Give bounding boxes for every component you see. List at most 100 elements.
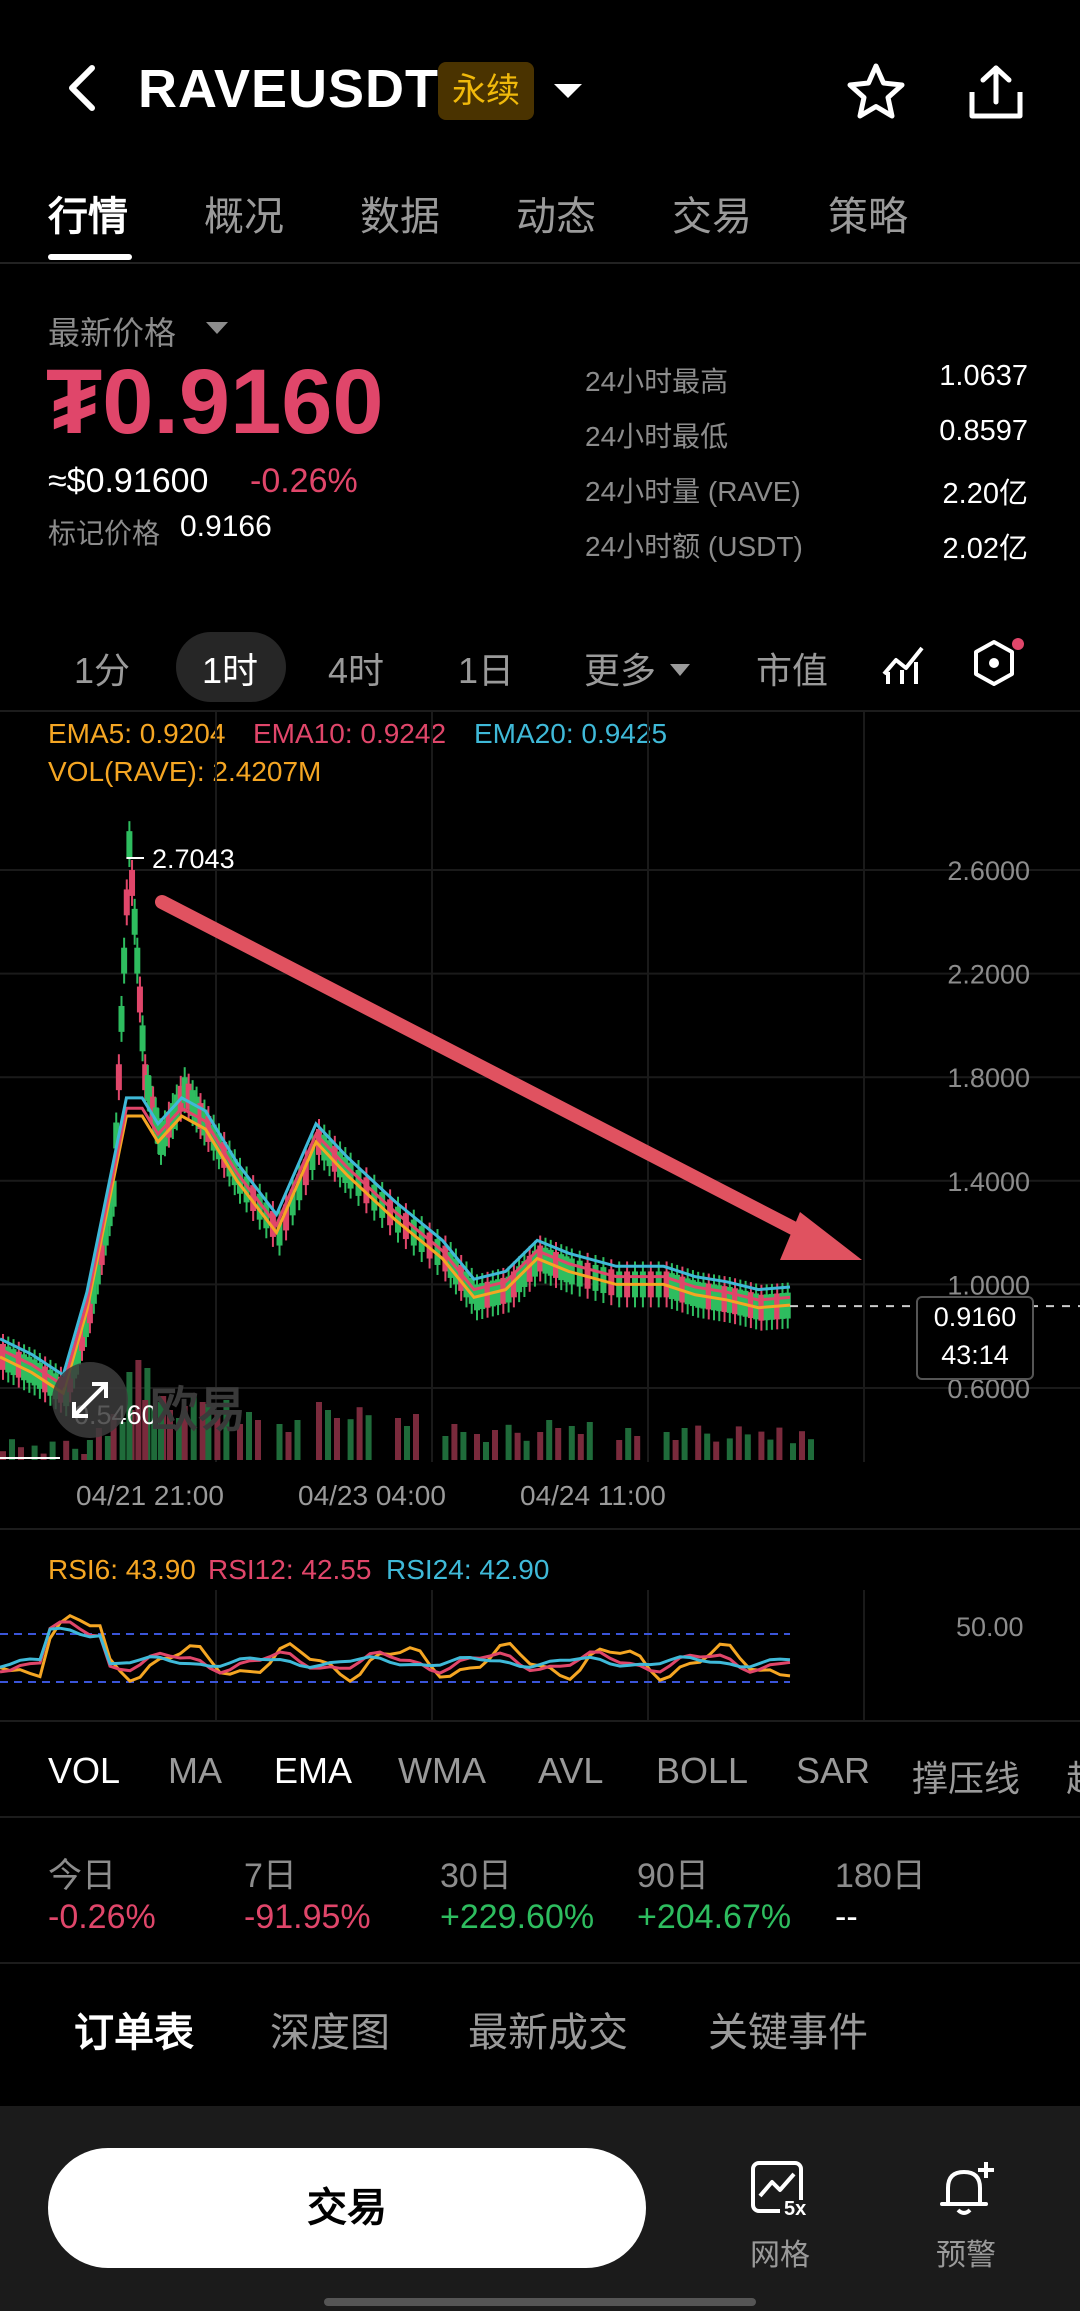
candle-body	[75, 1338, 82, 1365]
volume-bar	[616, 1440, 623, 1460]
volume-bar	[474, 1434, 480, 1460]
price-chart[interactable]: 2.60002.20001.80001.40001.00000.60002.70…	[0, 712, 1080, 1472]
volume-bar	[31, 1445, 38, 1460]
timeframe-1d[interactable]: 1日	[458, 650, 515, 691]
candle-body	[410, 1219, 417, 1246]
indicator-trend[interactable]: 趋	[1066, 1750, 1080, 1802]
timeframe-4h[interactable]: 4时	[328, 650, 385, 691]
symbol-title[interactable]: RAVEUSDT	[138, 59, 440, 119]
x-tick-label: 04/23 04:00	[298, 1480, 446, 1511]
candle-body	[276, 1219, 283, 1246]
y-tick-label: 1.0000	[947, 1270, 1030, 1300]
candle-body	[269, 1211, 276, 1237]
timeframe-1h[interactable]: 1时	[202, 650, 259, 691]
annotation-arrow-shaft	[155, 895, 827, 1249]
last-price-tag-value: 0.9160	[933, 1302, 1017, 1332]
more-dropdown-icon[interactable]	[670, 664, 690, 676]
candle-body	[110, 1180, 117, 1207]
indicator-sar[interactable]: SAR	[796, 1750, 871, 1791]
candle-body	[434, 1239, 441, 1265]
tab-overview[interactable]: 概况	[204, 195, 284, 239]
active-tab-indicator	[48, 254, 132, 260]
stat-low-label: 24小时最低	[585, 421, 729, 452]
timeframe-1m[interactable]: 1分	[74, 650, 131, 691]
candle-body	[289, 1189, 296, 1216]
back-icon[interactable]	[62, 62, 102, 114]
volume-bar	[356, 1407, 363, 1460]
perf-7d-label: 7日	[244, 1857, 297, 1895]
expand-icon	[72, 1382, 108, 1418]
timeframe-more[interactable]: 更多	[584, 650, 657, 691]
indicator-vol[interactable]: VOL	[48, 1750, 121, 1791]
volume-bar	[0, 1451, 6, 1460]
rsi-level-label: 50.00	[956, 1612, 1024, 1642]
tab-strategy[interactable]: 策略	[828, 195, 908, 239]
indicator-support-resistance[interactable]: 撑压线	[912, 1758, 1021, 1799]
trade-button[interactable]: 交易	[48, 2148, 646, 2268]
candle-body	[468, 1277, 475, 1304]
candle-body	[321, 1134, 328, 1161]
perf-7d-value: -91.95%	[244, 1898, 371, 1936]
candle-body	[123, 889, 130, 916]
candle-body	[447, 1252, 454, 1278]
price-type-dropdown-icon[interactable]	[206, 322, 228, 334]
perpetual-badge: 永续	[438, 62, 534, 120]
grid-button[interactable]: 5x 网格	[720, 2160, 840, 2272]
grid-label: 网格	[750, 2239, 810, 2272]
share-icon[interactable]	[966, 62, 1026, 122]
candle-body	[82, 1311, 89, 1338]
mark-price-value: 0.9166	[180, 510, 272, 543]
volume-bar	[483, 1442, 489, 1460]
volume-bar	[395, 1418, 401, 1460]
candle-body	[102, 1219, 109, 1246]
volume-bar	[546, 1420, 553, 1460]
tab-key-events[interactable]: 关键事件	[708, 2011, 868, 2055]
market-cap-toggle[interactable]: 市值	[756, 650, 829, 691]
tab-data[interactable]: 数据	[360, 195, 440, 239]
candle-body	[136, 986, 143, 1013]
volume-bar	[176, 1418, 182, 1460]
divider	[0, 1720, 1080, 1722]
ema10-line	[0, 1106, 791, 1388]
volume-bar	[135, 1360, 142, 1460]
indicator-icon[interactable]	[880, 640, 928, 688]
candle-body	[173, 1094, 180, 1121]
indicator-ma[interactable]: MA	[168, 1750, 222, 1791]
last-price-label[interactable]: 最新价格	[48, 315, 177, 351]
indicator-wma[interactable]: WMA	[398, 1750, 486, 1791]
chart-settings-icon[interactable]	[970, 636, 1026, 692]
volume-bar	[586, 1422, 593, 1460]
volume-bar	[413, 1414, 419, 1460]
candle-body	[243, 1176, 250, 1203]
expand-chart-button[interactable]	[52, 1362, 128, 1438]
perf-90d-value: +204.67%	[637, 1898, 792, 1936]
indicator-avl[interactable]: AVL	[538, 1750, 604, 1791]
candle-body	[131, 908, 138, 935]
bell-plus-icon	[940, 2162, 994, 2215]
indicator-ema[interactable]: EMA	[274, 1750, 353, 1791]
tab-order-book[interactable]: 订单表	[74, 2011, 194, 2055]
tab-trade[interactable]: 交易	[672, 195, 752, 239]
candle-body	[250, 1185, 257, 1212]
volume-bar	[672, 1440, 679, 1460]
tab-market[interactable]: 行情	[48, 195, 128, 239]
indicator-boll[interactable]: BOLL	[656, 1750, 749, 1791]
candle-body	[263, 1202, 270, 1229]
dropdown-icon[interactable]	[554, 84, 582, 98]
tab-latest-trades[interactable]: 最新成交	[468, 2011, 628, 2055]
candle-body	[463, 1271, 470, 1298]
volume-bar	[86, 1440, 93, 1460]
tab-depth-chart[interactable]: 深度图	[270, 2011, 390, 2055]
price-change: -0.26%	[250, 462, 358, 500]
rsi-chart[interactable]	[0, 1590, 1080, 1720]
volume-bar	[704, 1433, 711, 1460]
volume-bar	[681, 1428, 688, 1460]
alert-button[interactable]: 预警	[906, 2160, 1026, 2272]
volume-bar	[151, 1408, 158, 1460]
star-icon[interactable]	[846, 62, 906, 122]
alert-label: 预警	[936, 2239, 996, 2272]
annotation-arrow-head	[780, 1212, 862, 1260]
candle-body	[134, 947, 141, 974]
tab-feed[interactable]: 动态	[516, 195, 596, 239]
rsi6-line	[0, 1613, 791, 1684]
